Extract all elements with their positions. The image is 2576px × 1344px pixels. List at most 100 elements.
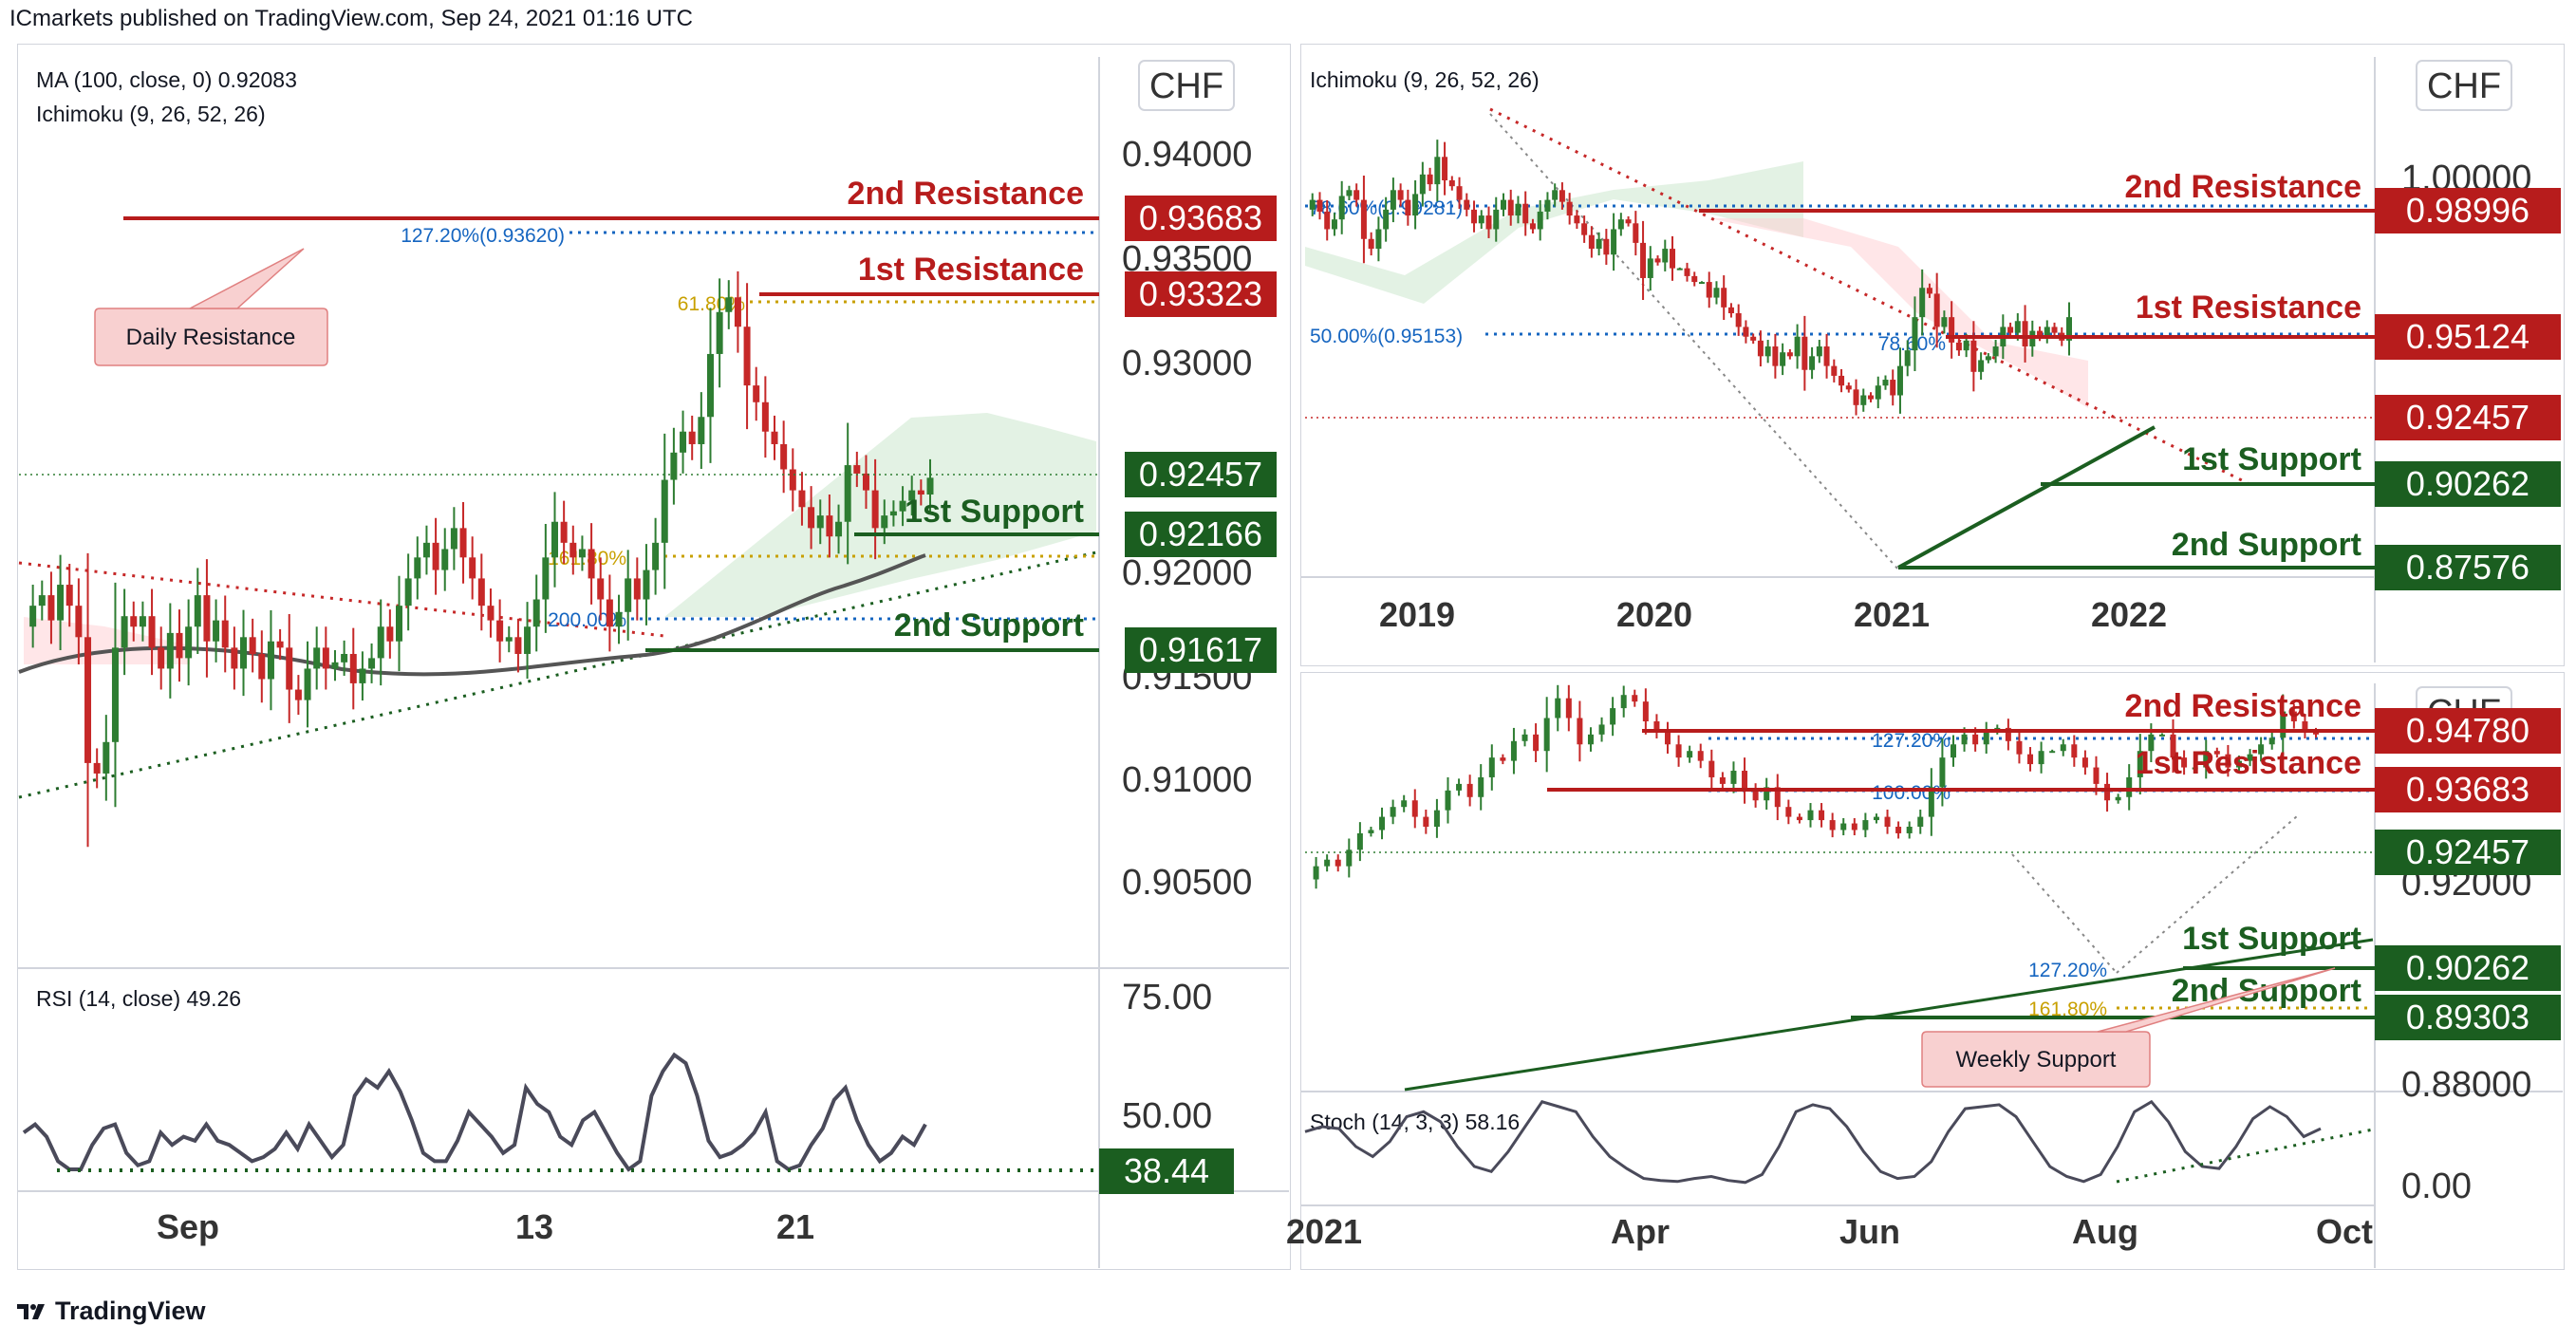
hourly-candle bbox=[258, 653, 266, 680]
hourly-support-trendline bbox=[18, 551, 1097, 799]
daily-candle bbox=[2093, 767, 2100, 784]
hourly-price-label-box bbox=[1125, 452, 1277, 497]
footer-brand: TradingView bbox=[55, 1297, 206, 1325]
weekly-candle bbox=[1941, 317, 1948, 327]
weekly-fib-label: 50.00%(0.95153) bbox=[1310, 326, 1463, 347]
daily-candle bbox=[1873, 816, 1879, 821]
rsi-marker-box bbox=[1099, 1148, 1234, 1194]
weekly-candle bbox=[1662, 249, 1669, 263]
weekly-price-label: 0.98996 bbox=[2406, 191, 2529, 230]
hourly-candle bbox=[203, 595, 211, 642]
daily-candle bbox=[2268, 737, 2275, 745]
daily-candle bbox=[2247, 754, 2253, 761]
tradingview-logo-icon bbox=[17, 1303, 45, 1319]
weekly-candle bbox=[1478, 215, 1484, 224]
hourly-candle bbox=[706, 353, 714, 418]
daily-candle bbox=[1730, 771, 1737, 784]
hourly-ichimoku-cloud bbox=[664, 413, 1096, 617]
hourly-price-label-box bbox=[1125, 512, 1277, 557]
hourly-y-tick: 0.90500 bbox=[1122, 863, 1252, 903]
daily-resistance-callout-text: Daily Resistance bbox=[126, 325, 296, 350]
hourly-candle bbox=[276, 641, 284, 648]
hourly-candle bbox=[789, 469, 796, 491]
weekly-candle bbox=[1515, 203, 1521, 216]
weekly-candle bbox=[1383, 209, 1390, 230]
hourly-candle bbox=[808, 507, 815, 529]
daily-fib-label: 100.00% bbox=[1872, 782, 1951, 804]
weekly-candle bbox=[1684, 268, 1690, 276]
weekly-candle bbox=[1757, 340, 1764, 357]
weekly-candle bbox=[1442, 157, 1448, 180]
hourly-candle bbox=[560, 521, 568, 543]
daily-price-label: 0.92457 bbox=[2406, 832, 2529, 871]
hourly-candle bbox=[148, 616, 156, 648]
weekly-candle bbox=[1625, 219, 1632, 224]
hourly-candle bbox=[396, 606, 403, 642]
hourly-candle bbox=[194, 595, 201, 627]
hourly-candle bbox=[908, 490, 916, 501]
daily-level-name: 1st Resistance bbox=[2136, 745, 2361, 781]
weekly-support-callout bbox=[1921, 1031, 2151, 1088]
daily-candle bbox=[1324, 859, 1331, 867]
hourly-candle bbox=[734, 297, 741, 327]
daily-price-label-box bbox=[2375, 830, 2561, 875]
hourly-candle bbox=[121, 616, 128, 648]
weekly-candle bbox=[1670, 249, 1676, 269]
weekly-candle bbox=[1529, 223, 1536, 230]
rsi-tick: 50.00 bbox=[1122, 1096, 1212, 1136]
weekly-candle bbox=[1611, 229, 1617, 255]
hourly-candle bbox=[139, 616, 146, 627]
weekly-ichimoku-cloud-red bbox=[1708, 218, 2088, 408]
weekly-candle bbox=[2066, 317, 2072, 341]
weekly-price-label-box bbox=[2375, 545, 2561, 590]
hourly-candle bbox=[477, 578, 485, 607]
daily-fib-label: 127.20% bbox=[2028, 960, 2107, 981]
weekly-candle bbox=[1706, 282, 1712, 298]
hourly-ichimoku-cloud-red bbox=[24, 617, 190, 664]
hourly-candle bbox=[688, 431, 696, 444]
weekly-candle bbox=[1853, 389, 1859, 405]
daily-candle bbox=[1632, 695, 1638, 702]
weekly-candle bbox=[1735, 313, 1742, 327]
weekly-candle bbox=[1992, 346, 1999, 357]
hourly-candle bbox=[881, 515, 888, 529]
weekly-support-callout-pointer bbox=[2097, 967, 2336, 1033]
weekly-candle bbox=[1397, 190, 1404, 200]
hourly-x-tick: Sep bbox=[157, 1207, 219, 1246]
weekly-price-label: 0.87576 bbox=[2406, 548, 2529, 587]
daily-chart-panel[interactable] bbox=[1300, 672, 2565, 1270]
weekly-candle bbox=[1485, 215, 1492, 230]
daily-candle bbox=[1928, 787, 1934, 817]
daily-candle bbox=[1675, 744, 1682, 758]
hourly-candle bbox=[75, 606, 83, 638]
hourly-fib-label: 200.00% bbox=[548, 609, 626, 631]
weekly-x-tick: 2022 bbox=[2091, 595, 2167, 634]
weekly-chart-panel[interactable] bbox=[1300, 44, 2565, 666]
hourly-candle bbox=[597, 578, 605, 600]
hourly-y-tick: 0.92000 bbox=[1122, 553, 1252, 593]
weekly-candle bbox=[1868, 395, 1875, 400]
weekly-candle bbox=[1882, 380, 1889, 386]
weekly-support-trendline bbox=[1897, 425, 2156, 569]
daily-candle bbox=[1785, 807, 1792, 817]
hourly-candle bbox=[240, 637, 248, 669]
weekly-candle bbox=[1875, 385, 1881, 400]
daily-candle bbox=[2225, 754, 2231, 768]
weekly-candle bbox=[1324, 211, 1331, 230]
hourly-candle bbox=[377, 626, 384, 659]
daily-resistance-callout-pointer bbox=[189, 248, 305, 309]
weekly-ichimoku-legend: Ichimoku (9, 26, 52, 26) bbox=[1310, 67, 1540, 92]
hourly-candle bbox=[542, 557, 550, 600]
hourly-candle bbox=[926, 477, 934, 495]
hourly-candle bbox=[313, 647, 321, 669]
daily-candle bbox=[2126, 776, 2133, 797]
daily-candle bbox=[1829, 820, 1836, 831]
weekly-candle bbox=[1617, 219, 1624, 230]
daily-candle bbox=[2158, 734, 2165, 737]
hourly-candle bbox=[615, 611, 623, 627]
hourly-chart-panel[interactable] bbox=[17, 44, 1291, 1270]
daily-candle bbox=[2203, 751, 2210, 768]
weekly-candle bbox=[1405, 199, 1411, 216]
hourly-candle bbox=[532, 599, 540, 627]
